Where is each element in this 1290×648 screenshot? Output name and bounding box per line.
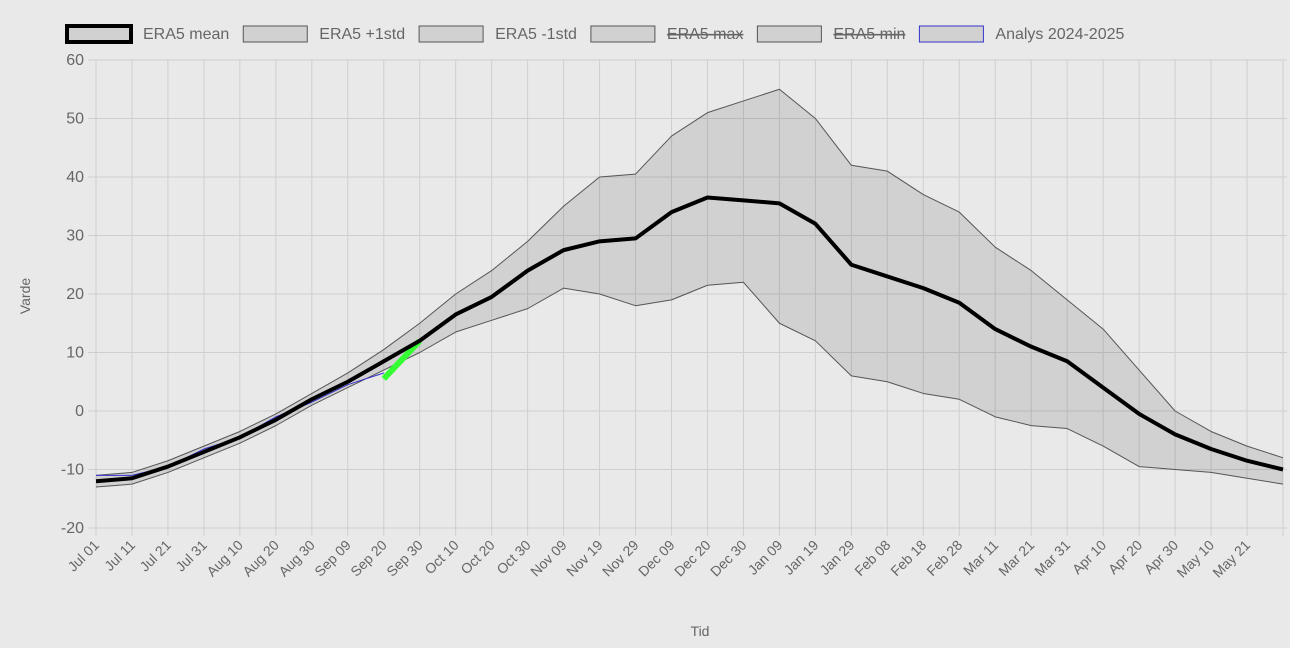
legend-swatch[interactable] (242, 25, 308, 43)
legend-label[interactable]: Analys 2024-2025 (995, 26, 1124, 43)
y-axis-label: Varde (17, 278, 33, 315)
legend-swatch[interactable] (590, 25, 656, 43)
y-tick-label: 40 (66, 169, 84, 186)
legend-swatch[interactable] (918, 25, 984, 43)
legend-swatch[interactable] (65, 24, 133, 44)
y-tick-label: -20 (61, 520, 84, 537)
legend-label[interactable]: ERA5 max (667, 26, 743, 43)
series-line (95, 88, 1284, 476)
y-tick-label: 20 (66, 286, 84, 303)
y-tick-label: 0 (75, 403, 84, 420)
legend-swatch[interactable] (418, 25, 484, 43)
series-line (95, 281, 1284, 488)
legend-label[interactable]: ERA5 mean (143, 26, 229, 43)
legend-swatch[interactable] (756, 25, 822, 43)
y-tick-label: 60 (66, 52, 84, 69)
y-tick-label: -10 (61, 462, 84, 479)
x-axis-label: Tid (691, 623, 710, 639)
y-tick-label: 10 (66, 345, 84, 362)
series-line (95, 195, 1284, 484)
y-tick-label: 50 (66, 111, 84, 128)
legend-label[interactable]: ERA5 min (833, 26, 905, 43)
y-tick-label: 30 (66, 228, 84, 245)
legend-label[interactable]: ERA5 -1std (495, 26, 577, 43)
std-band (96, 89, 1283, 488)
legend-label[interactable]: ERA5 +1std (319, 26, 405, 43)
series-line (381, 338, 422, 381)
